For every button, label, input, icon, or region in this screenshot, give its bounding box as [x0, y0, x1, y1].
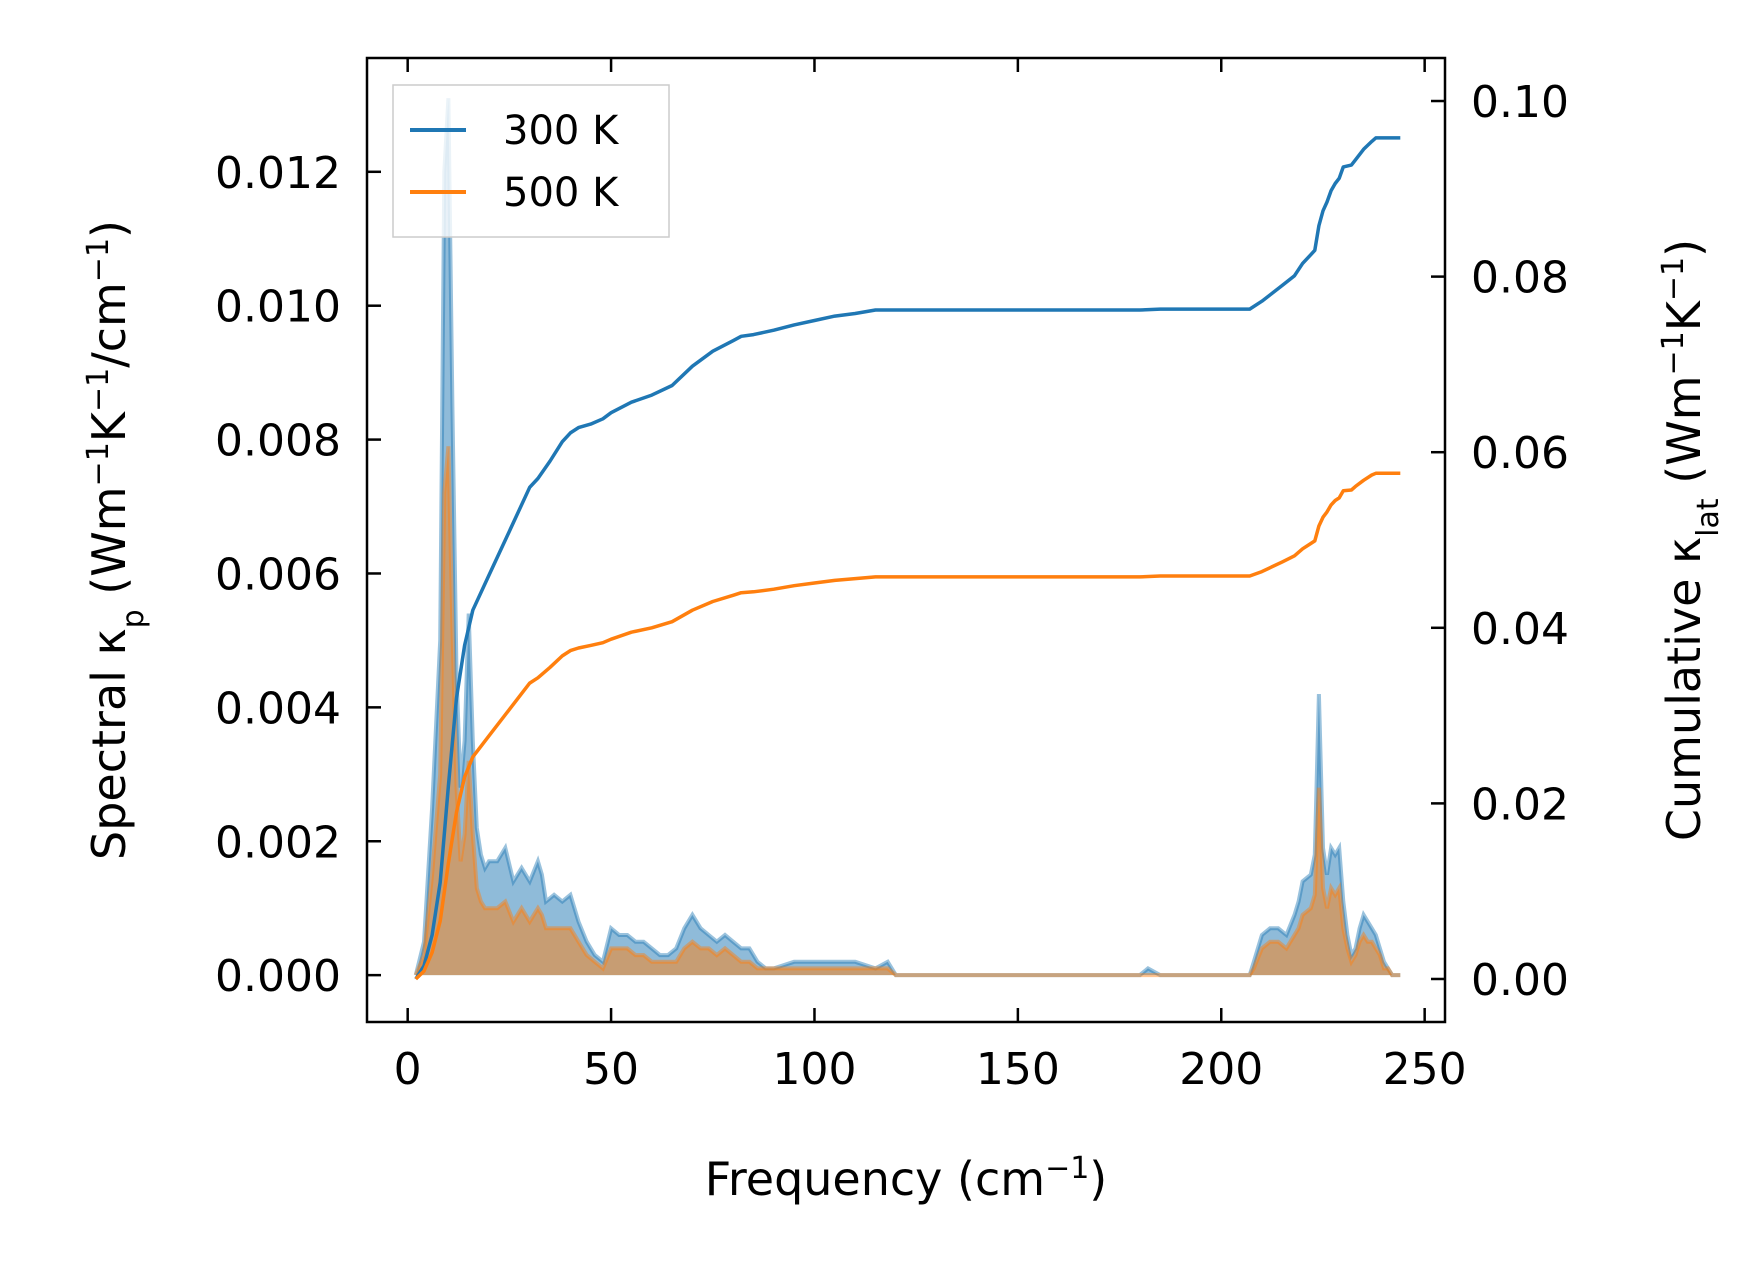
legend-label-500k: 500 K — [503, 170, 620, 216]
cumulative-line-300k — [414, 136, 1401, 980]
y-right-tick-label: 0.06 — [1471, 428, 1569, 479]
x-tick-label: 200 — [1179, 1044, 1263, 1095]
y-right-tick-label: 0.00 — [1471, 955, 1569, 1006]
y-left-tick-label: 0.000 — [215, 951, 341, 1002]
x-tick-label: 150 — [976, 1044, 1060, 1095]
spectral-area-500k — [415, 446, 1401, 976]
spectral-line-300k — [413, 98, 1401, 978]
plot-frame — [365, 56, 1447, 1024]
y-left-tick-label: 0.010 — [215, 282, 341, 333]
legend: 300 K 500 K — [392, 84, 670, 238]
y-left-tick-label: 0.008 — [215, 416, 341, 467]
plot-area — [413, 98, 1401, 981]
y-right-tick-label: 0.08 — [1471, 253, 1569, 304]
cumulative-line-500k — [414, 471, 1401, 981]
legend-box — [392, 84, 670, 238]
y-left-tick-label: 0.006 — [215, 549, 341, 600]
y-axis-right-title: Cumulative κlat (Wm−1K−1) — [1656, 239, 1726, 841]
x-tick-label: 100 — [772, 1044, 856, 1095]
y-left-tick-label: 0.004 — [215, 683, 341, 734]
y-left-tick-label: 0.012 — [215, 148, 341, 199]
x-tick-label: 50 — [583, 1044, 639, 1095]
x-tick-label: 0 — [394, 1044, 422, 1095]
y-axis-left-title: Spectral κp (Wm−1K−1/cm−1) — [81, 220, 151, 860]
spectral-line-500k — [413, 446, 1401, 978]
y-left-tick-label: 0.002 — [215, 817, 341, 868]
x-tick-label: 250 — [1383, 1044, 1467, 1095]
legend-label-300k: 300 K — [503, 108, 620, 154]
y-right-tick-label: 0.10 — [1471, 77, 1569, 128]
y-right-tick-label: 0.04 — [1471, 604, 1569, 655]
y-right-tick-label: 0.02 — [1471, 779, 1569, 830]
axis-ticks: 0 50 100 150 200 250 0.000 0.002 0.004 0.006 0.008… — [215, 58, 1569, 1095]
x-axis-title: Frequency (cm−1) — [705, 1151, 1108, 1207]
spectral-area-300k — [415, 98, 1401, 976]
